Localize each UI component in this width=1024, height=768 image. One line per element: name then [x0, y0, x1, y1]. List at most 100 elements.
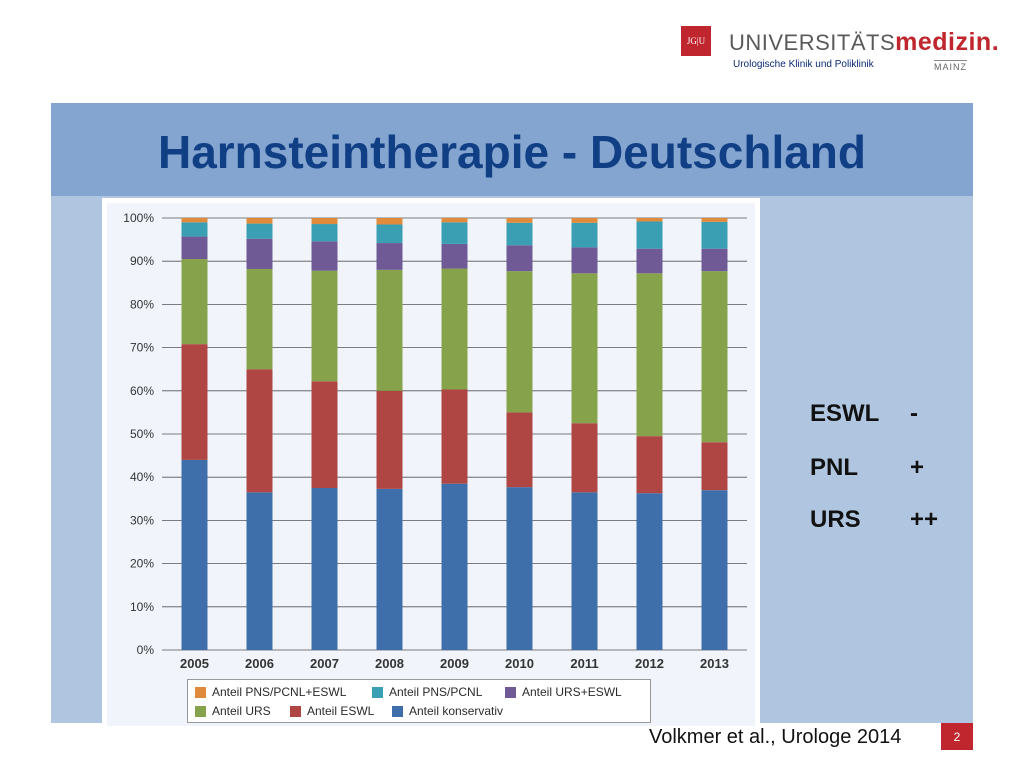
bar-anteil-konservativ-2009: [441, 483, 468, 650]
y-tick-label: 100%: [123, 211, 154, 225]
logo-wordmark-suffix: medizin.: [895, 28, 1000, 56]
chart-area: 0% 10% 20% 30% 40% 50% 60% 70% 80% 90% 100% 2005 200…: [107, 203, 755, 726]
bar-anteil-urs-2010: [506, 271, 533, 413]
bar-anteil-urs-eswl-2006: [246, 238, 273, 269]
bar-anteil-eswl-2008: [376, 390, 403, 489]
legend-swatch: [505, 686, 516, 698]
chart-panel: 0% 10% 20% 30% 40% 50% 60% 70% 80% 90% 100% 2005 200…: [102, 198, 760, 732]
side-label-pnl: PNL: [810, 454, 858, 481]
bar-anteil-urs-eswl-2007: [311, 241, 338, 271]
y-tick-label: 30%: [130, 513, 154, 527]
x-tick-label: 2011: [570, 656, 598, 671]
y-tick-label: 80%: [130, 297, 154, 311]
legend-item-konservativ: Anteil konservativ: [392, 704, 503, 718]
jgu-logo-badge: JG|U: [681, 26, 711, 56]
bar-anteil-eswl-2007: [311, 381, 338, 488]
y-tick-label: 0%: [137, 643, 155, 657]
legend-item-urs-eswl: Anteil URS+ESWL: [505, 685, 622, 699]
bar-anteil-pns-pcnl-eswl-2013: [701, 218, 728, 222]
bar-anteil-urs-eswl-2010: [506, 245, 533, 272]
bar-anteil-konservativ-2007: [311, 488, 338, 650]
bar-anteil-urs-eswl-2012: [636, 248, 663, 274]
legend-swatch: [290, 705, 301, 717]
side-sign-pnl: +: [910, 454, 925, 481]
bar-anteil-pns-pcnl-2009: [441, 222, 468, 244]
y-tick-label: 50%: [130, 427, 154, 441]
bar-anteil-konservativ-2008: [376, 488, 403, 650]
bar-anteil-pns-pcnl-2005: [181, 222, 208, 237]
bar-anteil-pns-pcnl-2013: [701, 221, 728, 249]
bar-anteil-eswl-2012: [636, 436, 663, 494]
stacked-bar-chart: 0% 10% 20% 30% 40% 50% 60% 70% 80% 90% 100% 2005 200…: [123, 211, 747, 671]
x-tick-label: 2013: [700, 656, 729, 671]
bar-anteil-pns-pcnl-eswl-2008: [376, 218, 403, 225]
bar-anteil-konservativ-2011: [571, 492, 598, 650]
bar-anteil-urs-2011: [571, 273, 598, 424]
logo-wordmark: UNIVERSITÄTSmedizin.: [729, 28, 999, 57]
x-tick-label: 2008: [375, 656, 404, 671]
page-number: 2: [941, 723, 973, 750]
legend-label: Anteil PNS/PCNL+ESWL: [212, 685, 347, 699]
side-sign-eswl: -: [910, 400, 918, 427]
x-tick-label: 2007: [310, 656, 339, 671]
bar-anteil-eswl-2005: [181, 344, 208, 460]
bar-anteil-urs-2013: [701, 271, 728, 443]
bar-anteil-eswl-2013: [701, 442, 728, 491]
side-label-eswl: ESWL: [810, 400, 880, 427]
bar-anteil-urs-2005: [181, 259, 208, 345]
bar-anteil-pns-pcnl-eswl-2009: [441, 218, 468, 223]
slide-title: Harnsteintherapie - Deutschland: [157, 126, 867, 178]
bar-anteil-urs-eswl-2009: [441, 243, 468, 269]
bar-anteil-pns-pcnl-2010: [506, 222, 533, 246]
x-tick-label: 2005: [180, 656, 209, 671]
side-sign-urs: ++: [910, 506, 939, 533]
logo-city: MAINZ: [934, 60, 967, 72]
bar-anteil-eswl-2009: [441, 389, 468, 484]
bar-anteil-pns-pcnl-eswl-2006: [246, 218, 273, 224]
bar-anteil-eswl-2011: [571, 423, 598, 493]
y-tick-label: 60%: [130, 384, 154, 398]
bar-anteil-pns-pcnl-2008: [376, 224, 403, 244]
bar-anteil-eswl-2010: [506, 412, 533, 488]
bar-anteil-urs-eswl-2011: [571, 247, 598, 274]
legend-swatch: [195, 686, 206, 698]
bar-anteil-konservativ-2012: [636, 493, 663, 650]
legend-label: Anteil ESWL: [307, 704, 375, 718]
legend-item-pns-pcnl: Anteil PNS/PCNL: [372, 685, 482, 699]
y-tick-label: 70%: [130, 341, 154, 355]
legend-item-urs: Anteil URS: [195, 704, 271, 718]
bar-anteil-pns-pcnl-eswl-2005: [181, 218, 208, 223]
bar-anteil-urs-2007: [311, 270, 338, 382]
x-tick-label: 2009: [440, 656, 469, 671]
bar-anteil-pns-pcnl-eswl-2010: [506, 218, 533, 223]
logo-subtitle: Urologische Klinik und Poliklinik: [733, 59, 874, 70]
bar-anteil-pns-pcnl-eswl-2011: [571, 218, 598, 223]
legend-item-pns-pcnl-eswl: Anteil PNS/PCNL+ESWL: [195, 685, 346, 699]
y-tick-label: 90%: [130, 254, 154, 268]
y-tick-label: 40%: [130, 470, 154, 484]
bar-anteil-urs-2008: [376, 269, 403, 391]
logo-wordmark-prefix: UNIVERSITÄTS: [729, 30, 896, 55]
x-tick-label: 2006: [245, 656, 274, 671]
x-tick-label: 2012: [635, 656, 664, 671]
legend-swatch: [392, 705, 403, 717]
bar-anteil-pns-pcnl-eswl-2012: [636, 218, 663, 222]
y-tick-label: 10%: [130, 600, 154, 614]
x-tick-label: 2010: [505, 656, 534, 671]
bar-anteil-urs-eswl-2005: [181, 236, 208, 260]
legend-label: Anteil URS+ESWL: [522, 685, 622, 699]
bar-anteil-urs-2012: [636, 273, 663, 437]
bar-anteil-urs-2009: [441, 268, 468, 390]
legend-label: Anteil konservativ: [409, 704, 504, 718]
bar-anteil-pns-pcnl-2011: [571, 222, 598, 248]
bar-anteil-konservativ-2005: [181, 459, 208, 650]
legend-label: Anteil PNS/PCNL: [389, 685, 483, 699]
bar-anteil-pns-pcnl-eswl-2007: [311, 218, 338, 225]
university-logo: JG|U UNIVERSITÄTSmedizin. Urologische Kl…: [681, 26, 999, 76]
bar-anteil-urs-2006: [246, 268, 273, 370]
chart-legend: Anteil PNS/PCNL+ESWL Anteil PNS/PCNL Ant…: [187, 679, 651, 723]
bar-anteil-urs-eswl-2008: [376, 243, 403, 270]
bar-anteil-eswl-2006: [246, 369, 273, 493]
legend-item-eswl: Anteil ESWL: [290, 704, 374, 718]
y-tick-label: 20%: [130, 557, 154, 571]
